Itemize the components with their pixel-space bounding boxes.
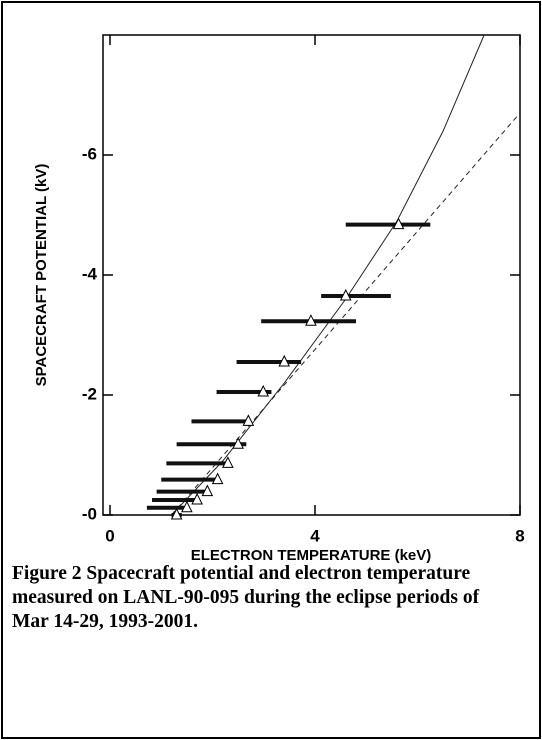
caption: Figure 2 Spacecraft potential and electr… [12,563,480,632]
mean-triangle [191,492,203,505]
x-tick-label: 8 [515,526,524,545]
mean-triangle [242,414,255,426]
mean-triangle [392,217,405,230]
y-tick-label: -2 [82,384,97,403]
mean-triangle [278,354,291,367]
x-axis-title: ELECTRON TEMPERATURE (keV) [191,547,432,564]
mean-triangle [257,384,270,397]
y-tick-label: -0 [82,504,97,523]
mean-triangle [211,472,224,485]
x-tick-label: 0 [105,526,114,545]
mean-triangle [232,437,244,449]
y-tick-label: -4 [82,264,98,283]
y-tick-label: -6 [82,144,97,163]
mean-triangle [305,314,317,326]
fit-line [171,112,521,516]
mean-triangle [222,456,234,468]
x-tick-label: 4 [310,526,320,545]
y-axis-title: SPACECRAFT POTENTIAL (kV) [33,164,50,387]
mean-triangle [170,507,183,520]
mean-triangle [339,288,352,301]
mean-triangle [181,500,193,513]
mean-triangle [201,484,214,497]
plot-frame [102,34,521,516]
